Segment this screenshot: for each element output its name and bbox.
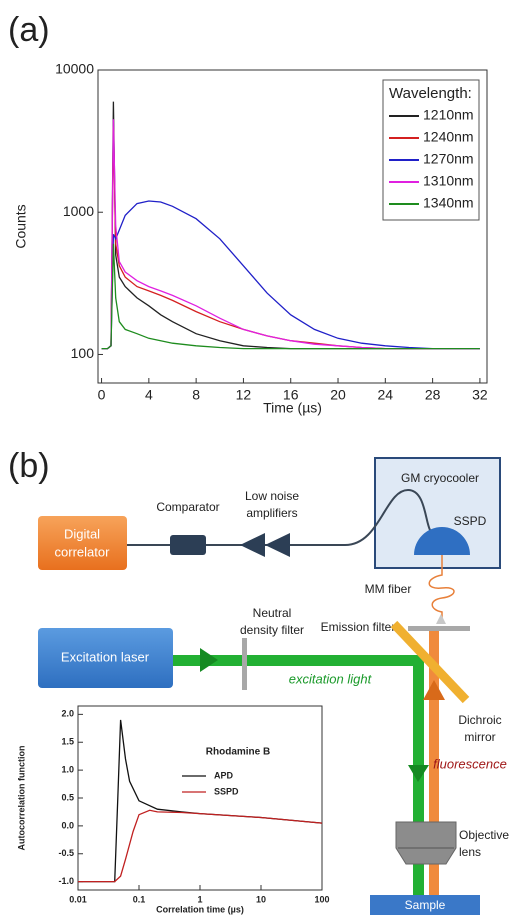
legend-label: 1240nm <box>423 129 474 145</box>
label: amplifiers <box>246 506 297 520</box>
label: excitation light <box>289 671 373 686</box>
label: mirror <box>464 730 495 744</box>
x-tick-label: 0.1 <box>133 894 146 904</box>
inset-background <box>8 698 332 915</box>
x-tick-label: 0.01 <box>69 894 87 904</box>
legend-label: 1210nm <box>423 107 474 123</box>
label: Emission filter <box>321 620 396 634</box>
y-tick-label: 0.0 <box>61 820 74 830</box>
label: GM cryocooler <box>401 471 479 485</box>
label: density filter <box>240 623 304 637</box>
fiber <box>428 555 455 622</box>
laser-box <box>38 628 173 688</box>
x-axis-label: Correlation time (µs) <box>156 904 244 914</box>
y-tick-label: 2.0 <box>61 709 74 719</box>
label: Neutral <box>253 606 292 620</box>
arrow <box>436 614 446 624</box>
panel-label: (b) <box>8 447 50 485</box>
x-tick-label: 20 <box>330 387 346 403</box>
legend-label: 1340nm <box>423 195 474 211</box>
legend-box <box>382 79 480 221</box>
x-tick-label: 10 <box>256 894 266 904</box>
x-tick-label: 1 <box>197 894 202 904</box>
y-tick-label: 1.0 <box>61 764 74 774</box>
x-tick-label: 24 <box>378 387 394 403</box>
y-tick-label: 1.5 <box>61 737 74 747</box>
legend-label: 1270nm <box>423 151 474 167</box>
plot-frame <box>97 69 488 384</box>
label: correlator <box>55 544 111 559</box>
x-tick-label: 0 <box>98 387 106 403</box>
emission-filter <box>408 626 470 631</box>
legend-label: 1310nm <box>423 173 474 189</box>
arrow <box>423 680 445 700</box>
x-tick-label: 32 <box>472 387 488 403</box>
label: SSPD <box>454 514 487 528</box>
y-tick-label: 0.5 <box>61 792 74 802</box>
cable <box>344 488 431 546</box>
series-line <box>78 809 323 883</box>
correlator-box <box>38 516 127 570</box>
series-line <box>101 243 480 350</box>
x-tick-label: 4 <box>145 387 153 403</box>
series-line <box>101 200 480 350</box>
x-axis-label: Time (µs) <box>263 400 322 416</box>
detector <box>414 527 470 555</box>
label: lens <box>459 845 481 859</box>
label: Digital <box>64 526 100 541</box>
legend-label: APD <box>214 770 234 780</box>
y-tick-label: 100 <box>71 345 95 361</box>
x-tick-label: 16 <box>283 387 299 403</box>
x-tick-label: 12 <box>236 387 252 403</box>
y-tick-label: 1000 <box>63 203 94 219</box>
y-axis-label: Autocorrelation function <box>16 746 26 851</box>
label: Dichroic <box>458 713 501 727</box>
label: Low noise <box>245 489 299 503</box>
amplifier <box>240 533 290 557</box>
label: MM fiber <box>365 582 412 596</box>
label: fluorescence <box>433 756 507 771</box>
label: Objective <box>459 828 509 842</box>
x-tick-label: 100 <box>314 894 329 904</box>
label: Sample <box>405 898 446 912</box>
dichroic-mirror <box>390 620 470 704</box>
nd-filter <box>242 638 247 690</box>
sample <box>370 895 480 915</box>
legend-title: Wavelength: <box>389 85 472 102</box>
y-tick-label: -1.0 <box>58 876 74 886</box>
excitation-beam <box>173 655 423 666</box>
fluorescence-beam <box>429 630 439 895</box>
annotation: Rhodamine B <box>206 747 270 758</box>
legend-label: SSPD <box>214 786 239 796</box>
y-tick-label: 10000 <box>55 61 94 77</box>
y-tick-label: -0.5 <box>58 848 74 858</box>
comparator <box>170 535 206 555</box>
panel-label: (a) <box>8 11 50 49</box>
diagram: GM cryocooler SSPD Digital correlator Co… <box>38 457 509 915</box>
x-tick-label: 28 <box>425 387 441 403</box>
objective-lens <box>395 821 457 865</box>
y-axis-label: Counts <box>13 204 29 248</box>
label: Excitation laser <box>61 649 150 664</box>
label: Comparator <box>156 500 219 514</box>
x-tick-label: 8 <box>192 387 200 403</box>
